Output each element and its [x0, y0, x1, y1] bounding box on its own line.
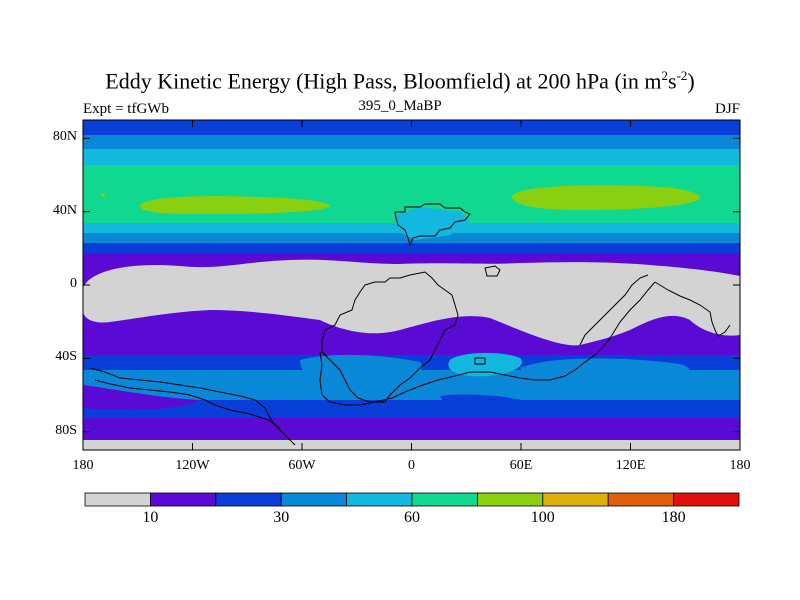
outline-southern-lobe — [319, 281, 656, 406]
teal-bulge — [395, 207, 470, 240]
jet-core-pacific — [512, 185, 700, 210]
colorbar-label: 60 — [404, 509, 420, 526]
colorbar-label: 30 — [273, 509, 290, 526]
season-label: DJF — [714, 101, 740, 117]
south-atlantic-blue — [300, 354, 422, 386]
band-polar-north — [83, 120, 740, 135]
south-indian-blue — [520, 358, 690, 388]
main-title: Eddy Kinetic Energy (High Pass, Bloomfie… — [105, 68, 695, 94]
lon-tick-label: 180 — [729, 458, 751, 473]
lat-tick-label: 0 — [70, 276, 77, 291]
colorbar-box-0 — [84, 492, 151, 507]
experiment-label: Expt = tfGWb — [83, 101, 169, 117]
case-label: 395_0_MaBP — [358, 98, 442, 114]
outline-south-america-like — [89, 367, 296, 446]
lat-tick-label: 40N — [52, 202, 77, 218]
colorbar-label: 10 — [142, 509, 159, 526]
jet-core-atlantic — [139, 196, 330, 214]
outline-north-continent — [394, 203, 471, 247]
lon-tick-label: 120W — [175, 458, 210, 473]
outline-island-2 — [474, 357, 486, 365]
colorbar-box-7 — [542, 492, 609, 507]
lat-tick-label: 40S — [55, 349, 77, 365]
colorbar-box-8 — [607, 492, 675, 507]
band-north-1 — [83, 135, 740, 149]
colorbar-box-5 — [411, 492, 478, 507]
longitude-ticks — [82, 120, 741, 450]
lat-tick-label: 80N — [52, 129, 77, 145]
colorbar — [84, 492, 740, 507]
south-pacific-light — [448, 352, 522, 377]
contour-field — [83, 120, 740, 450]
land-outline — [89, 203, 731, 446]
colorbar-box-2 — [215, 492, 282, 507]
colorbar-box-3 — [280, 492, 348, 507]
latitude-ticks — [83, 137, 740, 433]
outline-south-loop — [94, 379, 281, 429]
south-tongue-purple — [83, 385, 200, 410]
lat-tick-label: 80S — [55, 422, 77, 438]
lon-tick-label: 180 — [72, 458, 94, 473]
outline-east-inner — [579, 274, 649, 346]
outline-africa-like — [321, 271, 459, 403]
colorbar-box-6 — [476, 492, 544, 507]
outline-island — [484, 265, 501, 277]
jet-speck — [101, 193, 105, 197]
colorbar-label: 180 — [661, 509, 686, 526]
lon-tick-label: 0 — [408, 458, 415, 473]
lon-tick-label: 60E — [509, 458, 533, 473]
colorbar-box-1 — [149, 492, 217, 507]
lon-tick-label: 60W — [288, 458, 316, 473]
south-ocean-dark — [440, 394, 540, 417]
lon-tick-label: 120E — [615, 458, 646, 473]
colorbar-box-4 — [346, 492, 413, 507]
tropical-gray-region — [83, 259, 740, 346]
band-north-5 — [83, 243, 740, 253]
colorbar-label: 100 — [530, 509, 555, 526]
band-north-2 — [83, 149, 740, 165]
colorbar-box-9 — [673, 492, 740, 507]
outline-east-block — [654, 281, 731, 337]
